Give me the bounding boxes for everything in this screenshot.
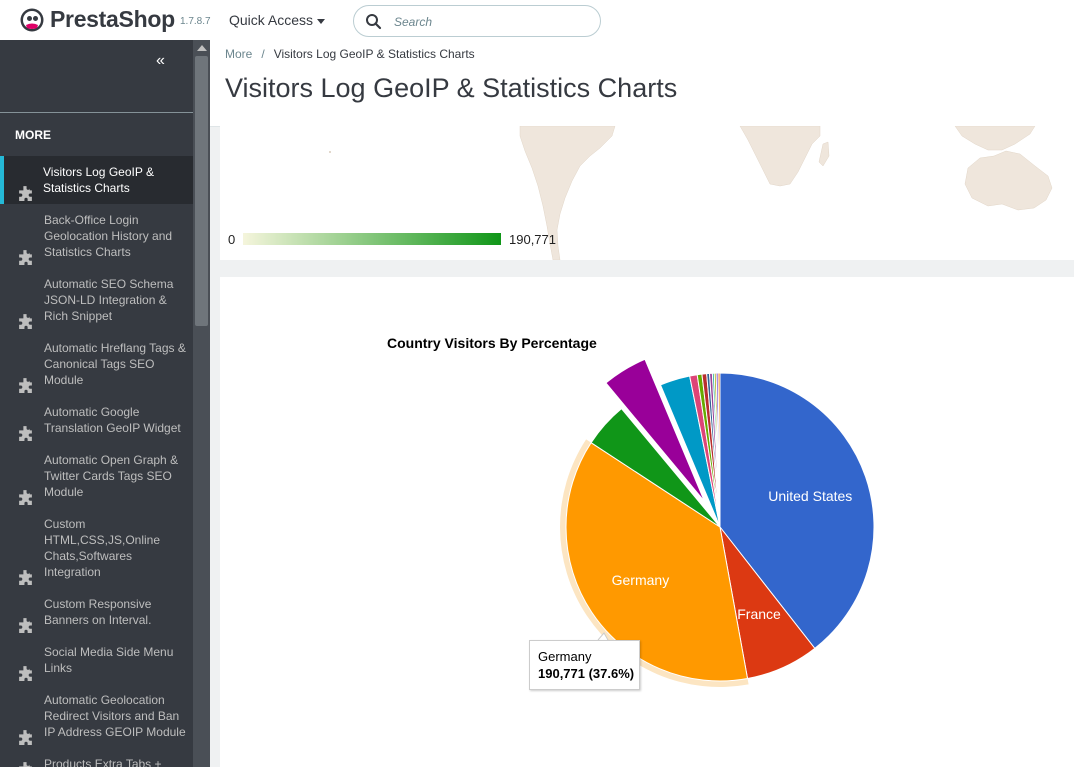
sidebar-item[interactable]: Automatic SEO Schema JSON-LD Integration… (0, 268, 193, 332)
puzzle-piece-icon (17, 761, 34, 767)
search-box[interactable] (353, 5, 601, 37)
sidebar-item-label: Visitors Log GeoIP & Statistics Charts (43, 165, 154, 195)
page-title: Visitors Log GeoIP & Statistics Charts (225, 73, 678, 103)
map-madagascar (818, 141, 830, 167)
pie-chart[interactable]: Country Visitors By Percentage United St… (220, 277, 1074, 767)
tooltip-label: Germany (538, 649, 592, 664)
search-icon[interactable] (365, 13, 382, 30)
sidebar-item-label: Automatic Hreflang Tags & Canonical Tags… (44, 341, 186, 387)
pie-slice[interactable]: United States (719, 372, 875, 650)
pie-slice[interactable] (605, 358, 705, 502)
pie-slice-shape[interactable] (717, 372, 721, 528)
puzzle-piece-icon (17, 425, 34, 442)
sidebar-item[interactable]: Automatic Google Translation GeoIP Widge… (0, 396, 193, 444)
sidebar-item[interactable]: Automatic Open Graph & Twitter Cards Tag… (0, 444, 193, 508)
pie-slice-label: France (737, 606, 781, 622)
map-asia (954, 126, 1036, 151)
breadcrumb-current: Visitors Log GeoIP & Statistics Charts (273, 47, 475, 61)
map-australia (964, 150, 1053, 211)
pie-slice[interactable] (590, 407, 721, 528)
sidebar-item[interactable]: Visitors Log GeoIP & Statistics Charts (0, 156, 193, 204)
breadcrumb-parent[interactable]: More (225, 47, 253, 61)
sidebar-item-label: Automatic Open Graph & Twitter Cards Tag… (44, 453, 179, 499)
quick-access-label: Quick Access (229, 12, 314, 28)
breadcrumb: More / Visitors Log GeoIP & Statistics Cha… (225, 47, 475, 61)
scroll-up-arrow-icon[interactable] (197, 45, 207, 51)
pie-slice-shape[interactable] (590, 407, 721, 528)
prestashop-logo-icon[interactable] (20, 8, 44, 32)
legend-max: 190,771 (509, 232, 556, 247)
breadcrumb-separator: / (261, 47, 265, 61)
puzzle-piece-icon (17, 617, 34, 634)
sidebar-section-title: MORE (15, 128, 51, 142)
legend-min: 0 (228, 232, 236, 247)
pie-slice-shape[interactable] (719, 372, 875, 650)
sidebar-item[interactable]: Custom HTML,CSS,JS,Online Chats,Software… (0, 508, 193, 588)
pie-slice-label: Germany (612, 572, 670, 588)
chart-tooltip: Germany 190,771 (37.6%) (529, 640, 640, 690)
sidebar-item-label: Back-Office Login Geolocation History an… (44, 213, 173, 259)
pie-slice-shape[interactable] (605, 358, 705, 502)
puzzle-piece-icon (17, 185, 34, 202)
caret-down-icon (317, 18, 326, 24)
map-south-america (519, 126, 616, 260)
puzzle-piece-icon (17, 489, 34, 506)
sidebar-divider (0, 112, 193, 113)
puzzle-piece-icon (17, 313, 34, 330)
sidebar-item-label: Custom HTML,CSS,JS,Online Chats,Software… (44, 517, 161, 579)
world-map[interactable] (220, 126, 1074, 260)
sidebar-item[interactable]: Products Extra Tabs + (0, 748, 193, 767)
puzzle-piece-icon (17, 665, 34, 682)
sidebar-item-label: Products Extra Tabs + (44, 757, 162, 767)
sidebar-item-label: Custom Responsive Banners on Interval. (44, 597, 152, 627)
chart-title: Country Visitors By Percentage (387, 335, 597, 351)
pie-slice[interactable] (717, 372, 721, 528)
pie-slice-label: United States (768, 488, 852, 504)
sidebar-item[interactable]: Back-Office Login Geolocation History an… (0, 204, 193, 268)
brand-name[interactable]: PrestaShop (50, 6, 175, 32)
search-input[interactable] (392, 12, 586, 32)
pie-chart-card: Country Visitors By Percentage United St… (220, 277, 1074, 767)
sidebar-scrollbar[interactable] (193, 40, 210, 767)
pie-slice[interactable]: France (719, 526, 816, 680)
puzzle-piece-icon (17, 377, 34, 394)
puzzle-piece-icon (17, 729, 34, 746)
sidebar-item-label: Social Media Side Menu Links (44, 645, 174, 675)
puzzle-piece-icon (17, 249, 34, 266)
sidebar-item[interactable]: Automatic Hreflang Tags & Canonical Tags… (0, 332, 193, 396)
sidebar: « MORE Visitors Log GeoIP & Statistics C… (0, 40, 193, 767)
tooltip-value: 190,771 (37.6%) (538, 666, 635, 681)
pie-slice[interactable]: Germany (560, 439, 749, 687)
tooltip-pointer (597, 632, 609, 641)
color-scale-bar (243, 233, 501, 245)
page-header: More / Visitors Log GeoIP & Statistics Cha… (210, 40, 1074, 127)
sidebar-item-label: Automatic Geolocation Redirect Visitors … (44, 693, 186, 739)
sidebar-item-label: Automatic Google Translation GeoIP Widge… (44, 405, 181, 435)
sidebar-item[interactable]: Automatic Geolocation Redirect Visitors … (0, 684, 193, 748)
quick-access-dropdown[interactable]: Quick Access (229, 12, 326, 28)
top-header: PrestaShop 1.7.8.7 Quick Access (0, 0, 1074, 40)
puzzle-piece-icon (17, 569, 34, 586)
scrollbar-thumb[interactable] (195, 56, 208, 326)
sidebar-item-label: Automatic SEO Schema JSON-LD Integration… (44, 277, 174, 323)
double-chevron-left-icon[interactable]: « (156, 52, 165, 69)
version-label: 1.7.8.7 (180, 16, 211, 27)
map-africa (739, 126, 821, 187)
pie-slice-shape[interactable] (565, 441, 749, 682)
geo-map-card: 0 190,771 (220, 126, 1074, 260)
sidebar-item[interactable]: Social Media Side Menu Links (0, 636, 193, 684)
sidebar-menu: Visitors Log GeoIP & Statistics Charts Ba… (0, 156, 193, 767)
sidebar-item[interactable]: Custom Responsive Banners on Interval. (0, 588, 193, 636)
